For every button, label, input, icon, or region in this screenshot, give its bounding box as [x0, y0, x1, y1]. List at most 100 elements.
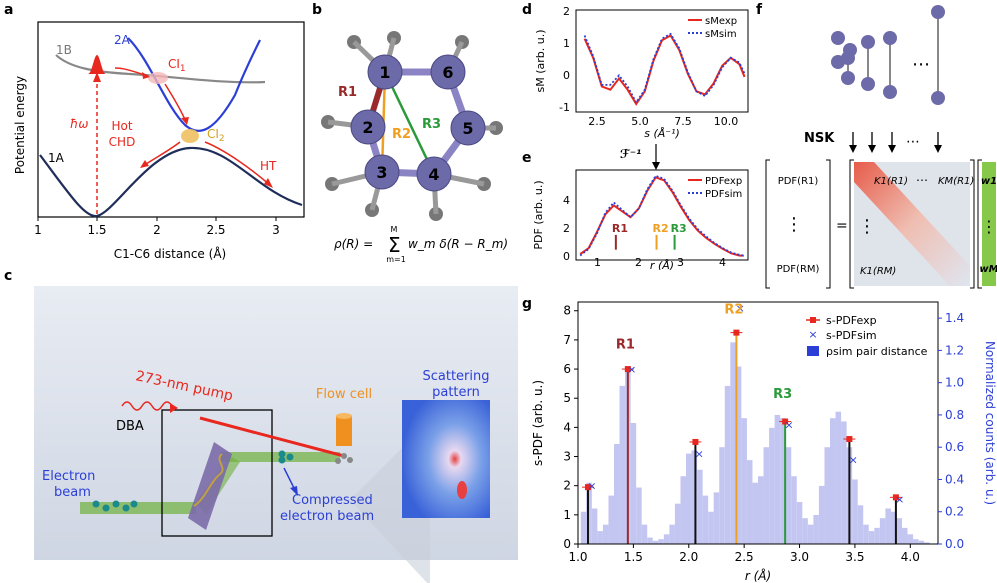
- hist-bar: [752, 482, 758, 544]
- hist-bar: [758, 476, 764, 544]
- hist-bar: [746, 460, 753, 544]
- hist-bar: [608, 495, 614, 544]
- e-ytick-1: 2: [563, 222, 570, 235]
- hist-bar: [691, 450, 698, 544]
- hist-bar: [686, 453, 692, 544]
- f-k-top-right: KM(R1): [938, 176, 974, 187]
- hist-bar: [796, 502, 803, 544]
- formula-sum-bottom: m=1: [386, 255, 406, 264]
- g-y2tick: 1.0: [945, 376, 964, 390]
- hist-bar: [813, 514, 819, 544]
- panel-label-c: c: [4, 268, 13, 284]
- label-chd: CHD: [109, 135, 136, 149]
- f-equals: =: [836, 218, 848, 234]
- g-xtick: 1.5: [624, 550, 643, 564]
- panel-label-g: g: [522, 296, 533, 312]
- panel-g: g × × × × × × × 1.0 1.5 2.0 2.5 3.0 3.5 4.0 0 1 2 3 4 5 6 7…: [520, 290, 997, 583]
- d-series-sMsim: [583, 32, 746, 105]
- hist-bar: [735, 366, 742, 544]
- sim-point: ×: [849, 453, 858, 466]
- hist-bar: [902, 527, 908, 544]
- panel-label-e: e: [522, 150, 532, 166]
- hist-bar: [774, 414, 781, 544]
- panel-f: f ⋯ NSK ⋯ P: [750, 0, 997, 290]
- sim-point: ×: [627, 363, 636, 376]
- hist-bar: [730, 342, 736, 544]
- dist-R3: R3: [422, 117, 441, 132]
- hist-bar: [785, 447, 792, 544]
- f-k-bottom: K1(RM): [860, 266, 896, 277]
- atom-3: 3: [376, 163, 387, 182]
- d-ytick-1: 1: [563, 37, 570, 50]
- hist-bar: [857, 505, 864, 544]
- hist-bar: [713, 492, 720, 544]
- f-dots-top: ⋯: [912, 54, 930, 75]
- label-hot: Hot: [111, 119, 132, 133]
- e-xtick-3: 3: [677, 256, 684, 269]
- panel-c: c: [0, 268, 520, 583]
- d-ytick-3: -1: [559, 101, 570, 114]
- sim-point: ×: [736, 302, 745, 315]
- label-hbar-omega: ħω: [70, 117, 88, 131]
- c-scatter-label-1: Scattering: [422, 369, 489, 384]
- g-ytick: 2: [563, 479, 571, 493]
- c-comp-label-1: Compressed: [292, 493, 373, 508]
- hist-bar: [652, 540, 659, 544]
- panel-label-d: d: [522, 2, 533, 18]
- label-2A: 2A: [114, 33, 131, 47]
- e-legend-exp: PDFexp: [705, 176, 742, 187]
- svg-text:×: ×: [808, 328, 817, 341]
- f-pdf-top: PDF(R1): [778, 176, 819, 187]
- hist-bar: [791, 476, 797, 544]
- curve-1B: [55, 54, 266, 84]
- hist-bar: [636, 487, 642, 544]
- g-y2tick: 0.4: [945, 472, 964, 486]
- hist-bar: [913, 539, 919, 544]
- e-xlabel: r (Å): [650, 259, 674, 270]
- e-mark-label-R3: R3: [671, 222, 687, 235]
- hist-bar: [874, 527, 880, 544]
- hist-bar: [824, 447, 830, 544]
- g-legend-exp: s-PDFexp: [826, 314, 877, 327]
- panel-a-plot: 1 1.5 2 2.5 3 C1-C6 distance (Å) Potenti…: [13, 21, 305, 261]
- panel-b: b 1 6 2: [310, 0, 520, 270]
- g-ytick: 7: [563, 333, 571, 347]
- curve-1A: [39, 146, 303, 218]
- c-comp-label-2: electron beam: [280, 509, 374, 524]
- hist-bar: [586, 482, 592, 544]
- formula-lhs: ρ(R) =: [334, 237, 373, 251]
- g-xtick: 1.0: [568, 550, 587, 564]
- chart-d: sM (arb. u.) s (Å⁻¹) 2.5 5.0 7.5 10.0 2 …: [534, 5, 749, 140]
- d-ylabel: sM (arb. u.): [534, 29, 547, 92]
- e-ylabel: PDF (arb. u.): [532, 180, 545, 249]
- hist-bar: [852, 479, 858, 544]
- panel-label-f: f: [756, 2, 763, 18]
- hist-bar: [780, 418, 786, 544]
- label-ci1: CI1: [168, 57, 186, 74]
- c-flow-label: Flow cell: [316, 387, 372, 402]
- d-xtick-0: 2.5: [588, 115, 606, 128]
- g-ytick: 8: [563, 304, 571, 318]
- hist-bar: [580, 511, 587, 544]
- g-xlabel: r (Å): [745, 568, 771, 583]
- hist-bar: [741, 418, 747, 544]
- hist-bar: [818, 485, 825, 544]
- f-vdots-k: ⋮: [858, 216, 876, 237]
- chart-g: ××××××× 1.0 1.5 2.0 2.5 3.0 3.5 4.0 012345678 …: [531, 301, 997, 583]
- hist-bar: [830, 418, 836, 544]
- g-legend-sim: s-PDFsim: [826, 329, 877, 342]
- hist-bar: [890, 511, 897, 544]
- panel-label-a: a: [4, 2, 14, 18]
- panel-d: d sM (arb. u.) s (Å⁻¹) 2.5 5.0 7.5 10.0 …: [520, 0, 750, 140]
- g-y2tick: 1.2: [945, 343, 964, 357]
- f-vdots-left: ⋮: [785, 214, 803, 235]
- formula-sum-top: M: [391, 225, 398, 234]
- inverse-transform: ℱ⁻¹: [620, 147, 641, 161]
- hist-bar: [630, 423, 637, 544]
- a-xlabel: C1-C6 distance (Å): [114, 246, 226, 261]
- hist-bar: [597, 531, 603, 544]
- a-xtick-1: 1.5: [87, 223, 106, 237]
- e-xticks: 1 2 3 4: [520, 256, 750, 276]
- g-y2tick: 0.8: [945, 408, 964, 422]
